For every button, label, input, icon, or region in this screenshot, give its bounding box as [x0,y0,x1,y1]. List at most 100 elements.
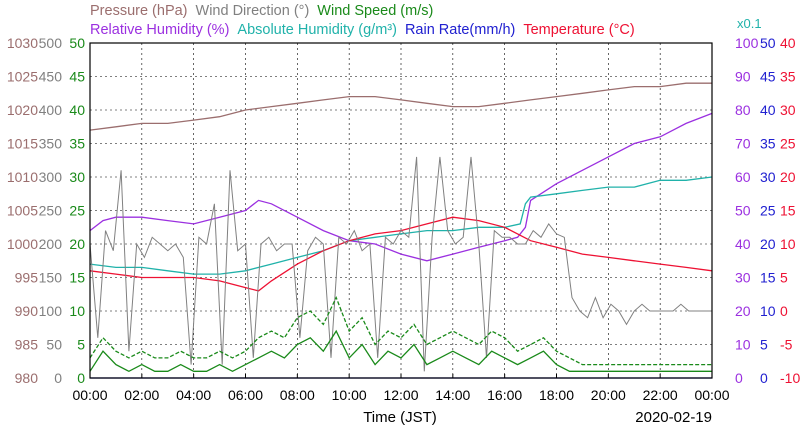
x-tick-12: 00:00 [694,387,729,403]
series-line-4 [89,156,712,372]
wind_speed-tick-0: 50 [69,35,85,51]
title-1-1: Absolute Humidity (g/m³) [237,22,397,38]
humidity-tick-2: 80 [735,102,751,118]
wind_direction-tick-10: 0 [54,370,62,386]
x-tick-2: 04:00 [176,387,211,403]
pressure-tick-3: 1015 [7,136,38,152]
axis-ticks: 1030102510201015101010051000995990985980… [7,35,800,403]
series-line-0 [89,82,712,131]
title-0-0: Pressure (hPa) [90,3,188,19]
title-0-2: Wind Speed (m/s) [317,3,433,19]
pressure-tick-10: 980 [15,370,39,386]
humidity-tick-9: 10 [735,337,751,353]
pressure-tick-1: 1025 [7,69,38,85]
series-line-5 [89,329,712,373]
rain-tick-4: 30 [760,169,776,185]
title-line-0: Pressure (hPa) Wind Direction (°) Wind Spe… [90,3,433,19]
x-tick-10: 20:00 [591,387,626,403]
temperature-tick-2: 30 [780,102,796,118]
x-tick-4: 08:00 [280,387,315,403]
humidity-tick-6: 40 [735,236,751,252]
series-line-3 [89,216,713,292]
pressure-tick-2: 1020 [7,102,38,118]
temperature-tick-3: 25 [780,136,796,152]
rain-tick-5: 25 [760,203,776,219]
temperature-tick-7: 5 [780,270,788,286]
wind_speed-tick-8: 10 [69,303,85,319]
wind_direction-tick-6: 200 [39,236,63,252]
x-tick-11: 22:00 [643,387,678,403]
x-tick-6: 12:00 [383,387,418,403]
wind_direction-tick-1: 450 [39,69,63,85]
humidity-tick-10: 0 [735,370,743,386]
temperature-tick-1: 35 [780,69,796,85]
wind_speed-tick-5: 25 [69,203,85,219]
series-line-6 [89,295,712,366]
title-1-3: Temperature (°C) [523,22,634,38]
wind_direction-tick-9: 50 [46,337,62,353]
chart-titles: Pressure (hPa) Wind Direction (°) Wind Spe… [90,3,635,38]
temperature-tick-0: 40 [780,35,796,51]
pressure-tick-6: 1000 [7,236,38,252]
x-tick-3: 06:00 [228,387,263,403]
x-tick-9: 18:00 [539,387,574,403]
temperature-tick-6: 10 [780,236,796,252]
series-line-1 [89,112,713,262]
humidity-tick-3: 70 [735,136,751,152]
wind_direction-tick-8: 100 [39,303,63,319]
rain-tick-9: 5 [760,337,768,353]
humidity-tick-5: 50 [735,203,751,219]
rain-scale-note: x0.1 [737,16,762,31]
chart-grid [90,43,712,378]
rain-tick-6: 20 [760,236,776,252]
date-label: 2020-02-19 [635,409,712,426]
wind_speed-tick-3: 35 [69,136,85,152]
wind_speed-tick-6: 20 [69,236,85,252]
temperature-tick-10: -10 [780,370,800,386]
title-1-2: Rain Rate(mm/h) [405,22,515,38]
title-0-1: Wind Direction (°) [196,3,310,19]
rain-tick-7: 15 [760,270,776,286]
series-line-2 [89,176,713,275]
humidity-tick-0: 100 [735,35,759,51]
rain-tick-2: 40 [760,102,776,118]
x-tick-0: 00:00 [72,387,107,403]
rain-tick-0: 50 [760,35,776,51]
wind_direction-tick-2: 400 [39,102,63,118]
wind_direction-tick-5: 250 [39,203,63,219]
humidity-tick-1: 90 [735,69,751,85]
x-tick-8: 16:00 [487,387,522,403]
rain-tick-10: 0 [760,370,768,386]
wind_speed-tick-10: 0 [77,370,85,386]
pressure-tick-9: 985 [15,337,39,353]
humidity-tick-7: 30 [735,270,751,286]
rain-tick-3: 35 [760,136,776,152]
temperature-tick-5: 15 [780,203,796,219]
temperature-tick-9: -5 [780,337,793,353]
title-line-1: Relative Humidity (%) Absolute Humidity (… [90,22,635,38]
humidity-tick-4: 60 [735,169,751,185]
title-1-0: Relative Humidity (%) [90,22,229,38]
wind_speed-tick-1: 45 [69,69,85,85]
wind_speed-tick-7: 15 [69,270,85,286]
x-tick-5: 10:00 [332,387,367,403]
pressure-tick-8: 990 [15,303,39,319]
rain-tick-8: 10 [760,303,776,319]
rain-tick-1: 45 [760,69,776,85]
wind_direction-tick-3: 350 [39,136,63,152]
pressure-tick-0: 1030 [7,35,38,51]
x-tick-7: 14:00 [435,387,470,403]
wind_speed-tick-9: 5 [77,337,85,353]
x-tick-1: 02:00 [124,387,159,403]
wind_direction-tick-4: 300 [39,169,63,185]
wind_direction-tick-7: 150 [39,270,63,286]
temperature-tick-4: 20 [780,169,796,185]
x-axis-label: Time (JST) [363,409,437,426]
wind_speed-tick-4: 30 [69,169,85,185]
pressure-tick-5: 1005 [7,203,38,219]
temperature-tick-8: 0 [780,303,788,319]
wind_direction-tick-0: 500 [39,35,63,51]
pressure-tick-4: 1010 [7,169,38,185]
pressure-tick-7: 995 [15,270,39,286]
